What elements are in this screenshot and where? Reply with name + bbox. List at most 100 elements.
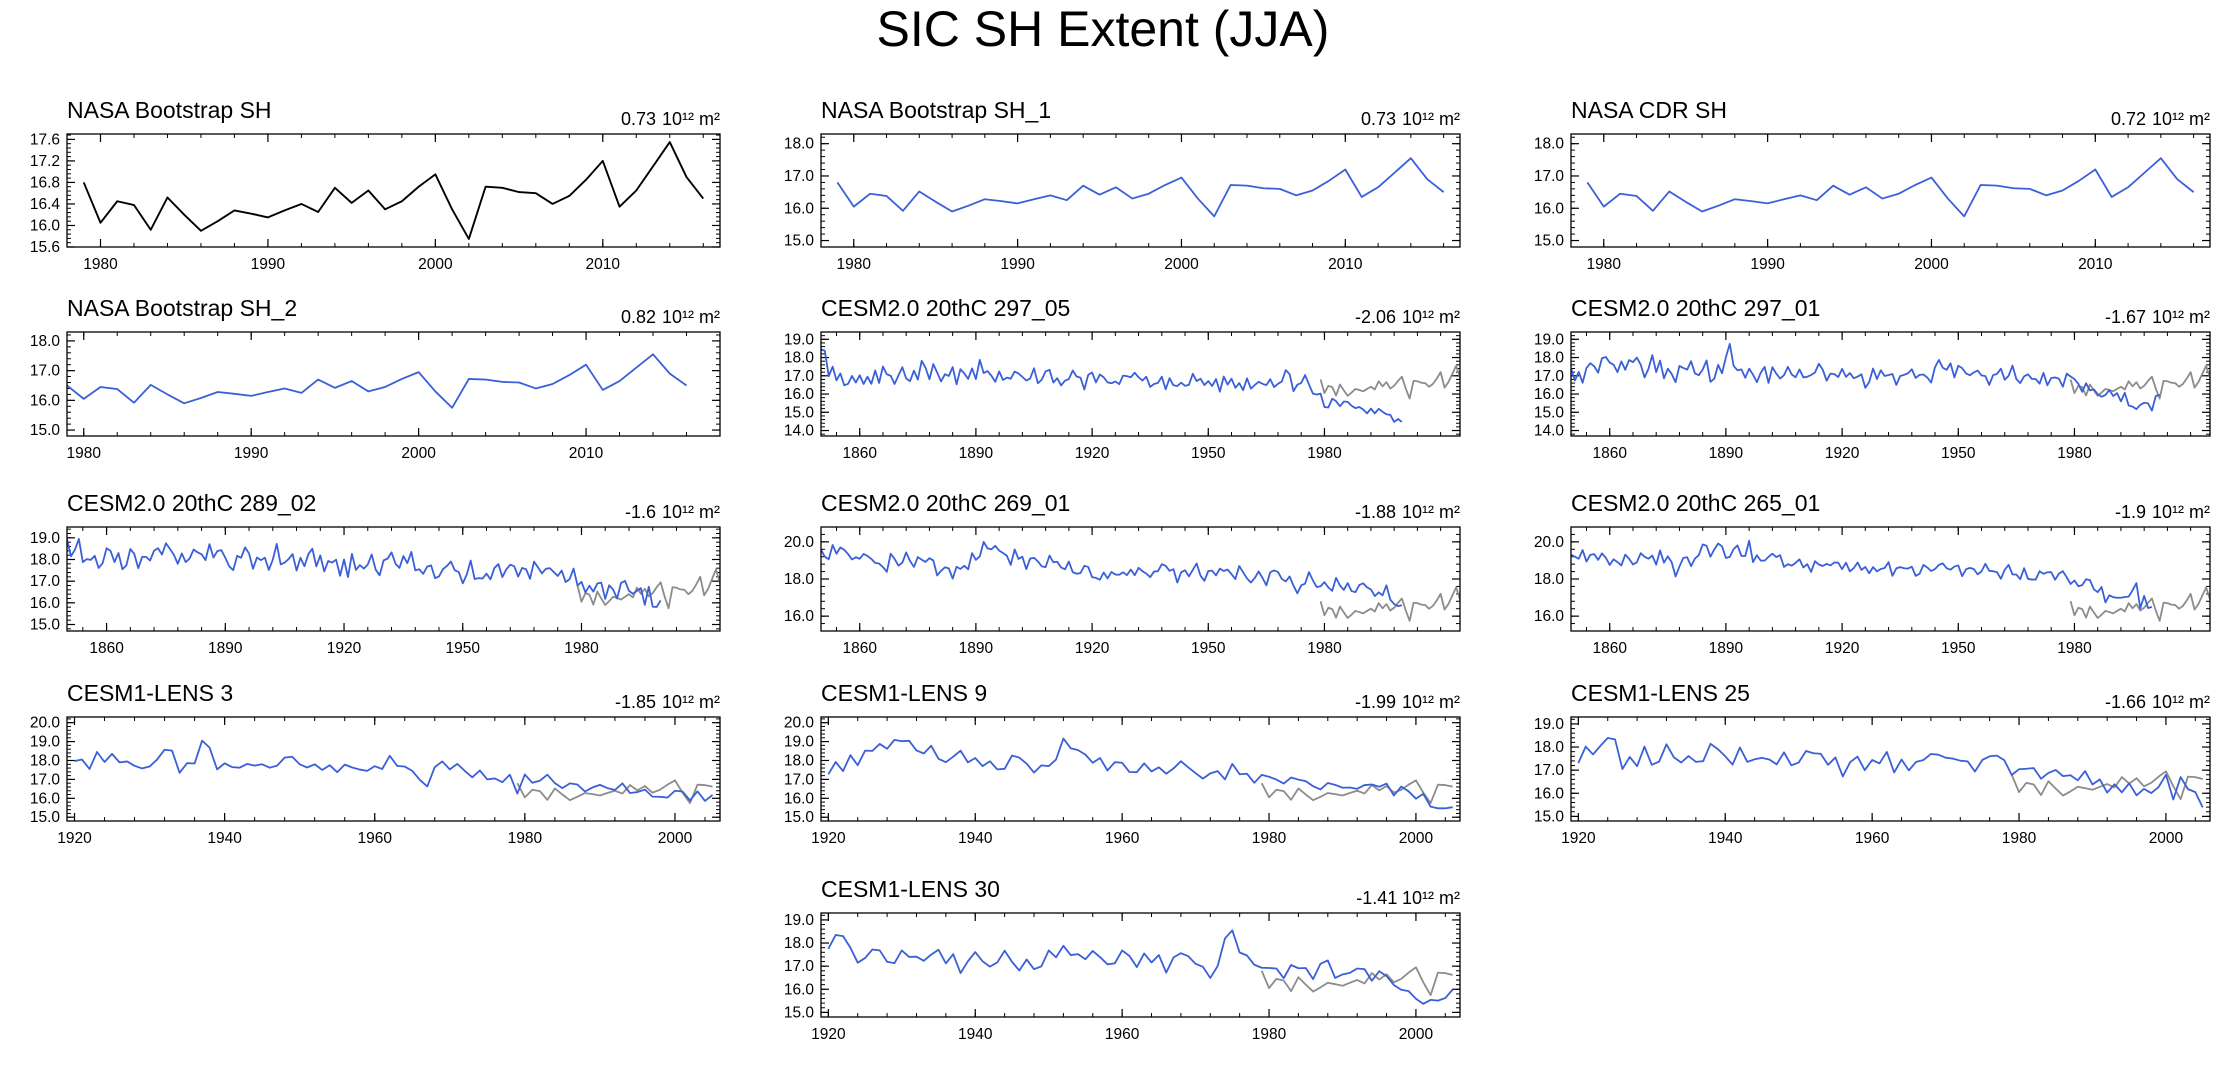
y-tick-label: 16.0 <box>1534 200 1565 217</box>
y-tick-label: 15.0 <box>1534 808 1565 825</box>
trend-unit: 10¹² m² <box>1402 888 1460 908</box>
x-tick-label: 2000 <box>401 445 436 462</box>
y-tick-label: 18.0 <box>1534 571 1565 588</box>
x-tick-label: 1890 <box>1709 445 1744 462</box>
panel-title: CESM2.0 20thC 297_05 <box>821 295 1070 321</box>
series-line-cesm1-member <box>1577 737 2204 808</box>
x-tick-label: 1920 <box>811 1026 846 1043</box>
y-tick-label: 17.0 <box>1534 762 1565 779</box>
trend-label: -1.67 10¹² m² <box>2105 307 2210 327</box>
y-tick-label: 20.0 <box>30 715 61 732</box>
trend-unit: 10¹² m² <box>2152 692 2210 712</box>
panel-title: CESM1-LENS 30 <box>821 876 1000 902</box>
y-tick-label: 17.0 <box>784 958 815 975</box>
y-tick-label: 14.0 <box>784 423 815 440</box>
x-tick-label: 1940 <box>1708 830 1743 847</box>
trend-value: 0.73 <box>1361 109 1396 129</box>
series-line-nasa-cdr <box>1586 157 2195 218</box>
x-tick-label: 1920 <box>1561 830 1596 847</box>
plot-frame <box>820 526 1461 632</box>
trend-unit: 10¹² m² <box>1402 692 1460 712</box>
trend-label: -1.99 10¹² m² <box>1355 692 1460 712</box>
y-tick-label: 18.0 <box>30 333 61 350</box>
y-tick-label: 16.0 <box>784 386 815 403</box>
trend-value: -1.88 <box>1355 502 1396 522</box>
y-tick-label: 14.0 <box>1534 423 1565 440</box>
series-line-nasa-bootstrap <box>836 157 1445 218</box>
panel-cesm2-0-20thc-297-05: CESM2.0 20thC 297_05 -2.06 10¹² m² 1860 1890… <box>784 295 1461 462</box>
trend-label: 0.73 10¹² m² <box>621 109 720 129</box>
x-tick-label: 1980 <box>508 830 543 847</box>
x-tick-label: 1920 <box>1075 445 1110 462</box>
panel-cesm1-lens-9: CESM1-LENS 9 -1.99 10¹² m² 1920 1940 1960 1980… <box>784 680 1461 847</box>
trend-value: 0.82 <box>621 307 656 327</box>
x-tick-label: 1980 <box>1587 256 1622 273</box>
y-tick-label: 15.0 <box>1534 404 1565 421</box>
trend-unit: 10¹² m² <box>1402 109 1460 129</box>
x-tick-label: 1920 <box>327 640 362 657</box>
x-tick-label: 2000 <box>2149 830 2184 847</box>
x-tick-label: 2000 <box>1164 256 1199 273</box>
x-tick-label: 1890 <box>1709 640 1744 657</box>
series-line-cesm2-member <box>821 540 1403 608</box>
x-tick-label: 1860 <box>1592 640 1627 657</box>
x-tick-label: 1890 <box>959 445 994 462</box>
series-line-cesm2-member <box>67 538 662 608</box>
x-tick-label: 1980 <box>1252 830 1287 847</box>
panel-title: NASA Bootstrap SH <box>67 97 272 123</box>
x-tick-label: 1860 <box>89 640 124 657</box>
y-tick-label: 20.0 <box>1534 534 1565 551</box>
x-tick-label: 2010 <box>2078 256 2113 273</box>
series-line-observed <box>2010 770 2203 800</box>
x-tick-label: 1950 <box>446 640 481 657</box>
panel-cesm2-0-20thc-297-01: CESM2.0 20thC 297_01 -1.67 10¹² m² 1860 1890… <box>1534 295 2211 462</box>
trend-unit: 10¹² m² <box>1402 307 1460 327</box>
panel-title: NASA Bootstrap SH_1 <box>821 97 1051 123</box>
y-tick-label: 16.4 <box>30 196 61 213</box>
x-tick-label: 2000 <box>658 830 693 847</box>
x-tick-label: 2000 <box>1399 830 1434 847</box>
y-tick-label: 18.0 <box>784 350 815 367</box>
y-tick-label: 18.0 <box>784 136 815 153</box>
x-tick-label: 1860 <box>1592 445 1627 462</box>
x-tick-label: 1890 <box>959 640 994 657</box>
series-line-nasa-bootstrap <box>67 353 688 409</box>
y-tick-label: 19.0 <box>30 530 61 547</box>
x-tick-label: 1950 <box>1191 445 1226 462</box>
x-tick-label: 1990 <box>251 256 286 273</box>
panel-title: CESM2.0 20thC 297_01 <box>1571 295 1820 321</box>
plot-frame <box>66 716 721 822</box>
y-tick-label: 17.0 <box>784 368 815 385</box>
y-tick-label: 18.0 <box>784 752 815 769</box>
y-tick-label: 15.0 <box>784 1004 815 1021</box>
y-tick-label: 16.8 <box>30 174 60 191</box>
trend-value: -1.41 <box>1356 888 1397 908</box>
series-line-cesm1-member <box>827 929 1454 1005</box>
y-tick-label: 16.0 <box>784 790 815 807</box>
plot-frame <box>1570 331 2211 437</box>
x-tick-label: 1950 <box>1941 445 1976 462</box>
panel-nasa-cdr-sh: NASA CDR SH 0.72 10¹² m² 1980 1990 2000 2010 15… <box>1534 97 2211 273</box>
figure-title: SIC SH Extent (JJA) <box>877 1 1330 57</box>
y-tick-label: 17.0 <box>30 771 61 788</box>
plot-frame <box>1570 133 2211 248</box>
x-tick-label: 1940 <box>207 830 242 847</box>
panel-cesm2-0-20thc-269-01: CESM2.0 20thC 269_01 -1.88 10¹² m² 1860 1890… <box>784 490 1461 657</box>
plot-frame <box>820 716 1461 822</box>
trend-label: -1.41 10¹² m² <box>1356 888 1460 908</box>
y-tick-label: 18.0 <box>30 752 61 769</box>
series-line-cesm1-member <box>827 737 1453 810</box>
series-line-cesm1-member <box>74 739 714 802</box>
x-tick-label: 1990 <box>1750 256 1785 273</box>
x-tick-label: 1960 <box>357 830 392 847</box>
series-line-observed <box>2069 586 2210 622</box>
panels: NASA Bootstrap SH 0.73 10¹² m² 1980 1990 2000… <box>30 97 2211 1043</box>
y-tick-label: 15.6 <box>30 239 60 256</box>
series-line-observed <box>1319 364 1460 400</box>
x-tick-label: 1980 <box>2057 640 2092 657</box>
y-tick-label: 16.0 <box>784 608 815 625</box>
y-tick-label: 20.0 <box>784 534 815 551</box>
y-tick-label: 16.0 <box>30 217 61 234</box>
x-tick-label: 1980 <box>67 445 102 462</box>
y-tick-label: 18.0 <box>784 935 815 952</box>
